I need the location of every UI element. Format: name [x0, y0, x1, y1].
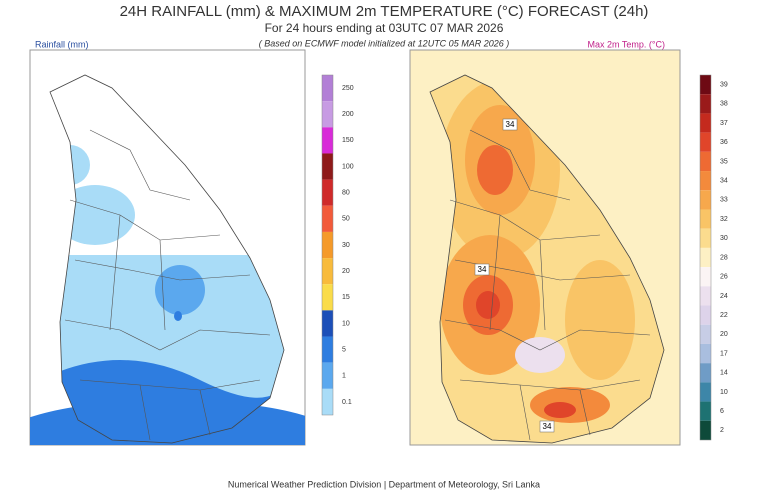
- legends: 250 200 150 100 80 50 30 20 15 10 5 1 0.1 39 38 37 36 35 3…: [321, 74, 728, 441]
- contour-labels: 34 34 34: [474, 118, 555, 433]
- legend-swatch: [700, 190, 711, 210]
- legend-swatch: [322, 101, 333, 128]
- legend-label: 30: [342, 242, 350, 249]
- legend-swatch: [700, 343, 711, 364]
- legend-swatch: [322, 127, 333, 154]
- legend-swatch: [700, 363, 711, 383]
- legend-label: 38: [720, 101, 728, 108]
- legend-swatch: [700, 382, 711, 402]
- legend-swatch: [322, 179, 333, 206]
- legend-label: 14: [720, 370, 728, 377]
- contour-label: 34: [506, 120, 515, 129]
- temperature-panel: 34 34 34 Max 2m Temp. (°C): [409, 39, 681, 446]
- legend-label: 100: [342, 163, 354, 170]
- panel-label: Rainfall (mm): [35, 39, 89, 49]
- legend-label: 17: [720, 350, 728, 357]
- legend-label: 80: [342, 190, 350, 197]
- legend-swatch: [700, 420, 711, 440]
- legend-label: 200: [342, 111, 354, 118]
- legend-swatch: [700, 132, 711, 152]
- panel-label: Max 2m Temp. (°C): [588, 39, 665, 49]
- contour-label: 34: [543, 422, 552, 431]
- legend-label: 5: [342, 346, 346, 353]
- legend-swatch: [700, 401, 711, 421]
- legend-swatch: [322, 362, 333, 389]
- legend-swatch: [322, 258, 333, 285]
- legend-swatch: [322, 284, 333, 311]
- contour-label-box: [474, 263, 490, 276]
- legend-label: 1: [342, 373, 346, 380]
- rainfall-panel: Rainfall (mm): [29, 39, 306, 446]
- legend-swatch: [700, 305, 711, 325]
- legend-swatch: [700, 209, 711, 229]
- legend-label: 28: [720, 254, 728, 261]
- legend-swatch: [700, 75, 711, 95]
- legend-swatch: [700, 151, 711, 172]
- legend-label: 34: [720, 178, 728, 185]
- title: 24H RAINFALL (mm) & MAXIMUM 2m TEMPERATU…: [120, 3, 649, 20]
- legend-label: 35: [720, 158, 728, 165]
- legend-label: 22: [720, 312, 728, 319]
- legend-swatch: [700, 286, 711, 306]
- legend-frame: [699, 74, 712, 441]
- legend-swatch: [700, 247, 711, 268]
- legend-swatch: [322, 388, 333, 415]
- footer: Numerical Weather Prediction Division | …: [228, 479, 540, 489]
- district-lines: [429, 74, 665, 444]
- legend-frame: [321, 74, 334, 416]
- legend-swatch: [700, 324, 711, 344]
- legend-swatch: [322, 231, 333, 259]
- legend-swatch: [700, 113, 711, 133]
- legend-swatch: [322, 153, 333, 180]
- legend-label: 20: [342, 268, 350, 275]
- legend-swatch: [700, 267, 711, 287]
- legend-swatch: [700, 94, 711, 114]
- legend-label: 32: [720, 216, 728, 223]
- contour-label-box: [502, 118, 518, 131]
- legend-label: 6: [720, 408, 724, 415]
- legend-label: 250: [342, 85, 354, 92]
- legend-swatch: [700, 228, 711, 248]
- contour-label-box: [539, 420, 555, 433]
- legend-label: 20: [720, 331, 728, 338]
- legend-label: 150: [342, 137, 354, 144]
- legend-label: 37: [720, 120, 728, 127]
- legend-label: 39: [720, 81, 728, 88]
- temp-shading: [440, 80, 635, 423]
- legend-label: 36: [720, 139, 728, 146]
- legend-label: 10: [720, 389, 728, 396]
- legend-label: 0.1: [342, 399, 352, 406]
- legend-label: 10: [342, 320, 350, 327]
- legend-swatch: [322, 75, 333, 102]
- contour-label: 34: [478, 265, 487, 274]
- legend-swatch: [322, 205, 333, 232]
- legend-swatch: [322, 310, 333, 337]
- legend-label: 33: [720, 197, 728, 204]
- legend-label: 30: [720, 235, 728, 242]
- legend-label: 24: [720, 293, 728, 300]
- legend-label: 15: [342, 294, 350, 301]
- legend-label: 50: [342, 216, 350, 223]
- legend-swatch: [700, 171, 711, 191]
- subtitle: For 24 hours ending at 03UTC 07 MAR 2026: [265, 21, 504, 35]
- note: ( Based on ECMWF model initialized at 12…: [259, 38, 509, 48]
- district-lines: [49, 74, 285, 444]
- legend-swatch: [322, 336, 333, 363]
- legend-label: 2: [720, 427, 724, 434]
- legend-label: 26: [720, 274, 728, 281]
